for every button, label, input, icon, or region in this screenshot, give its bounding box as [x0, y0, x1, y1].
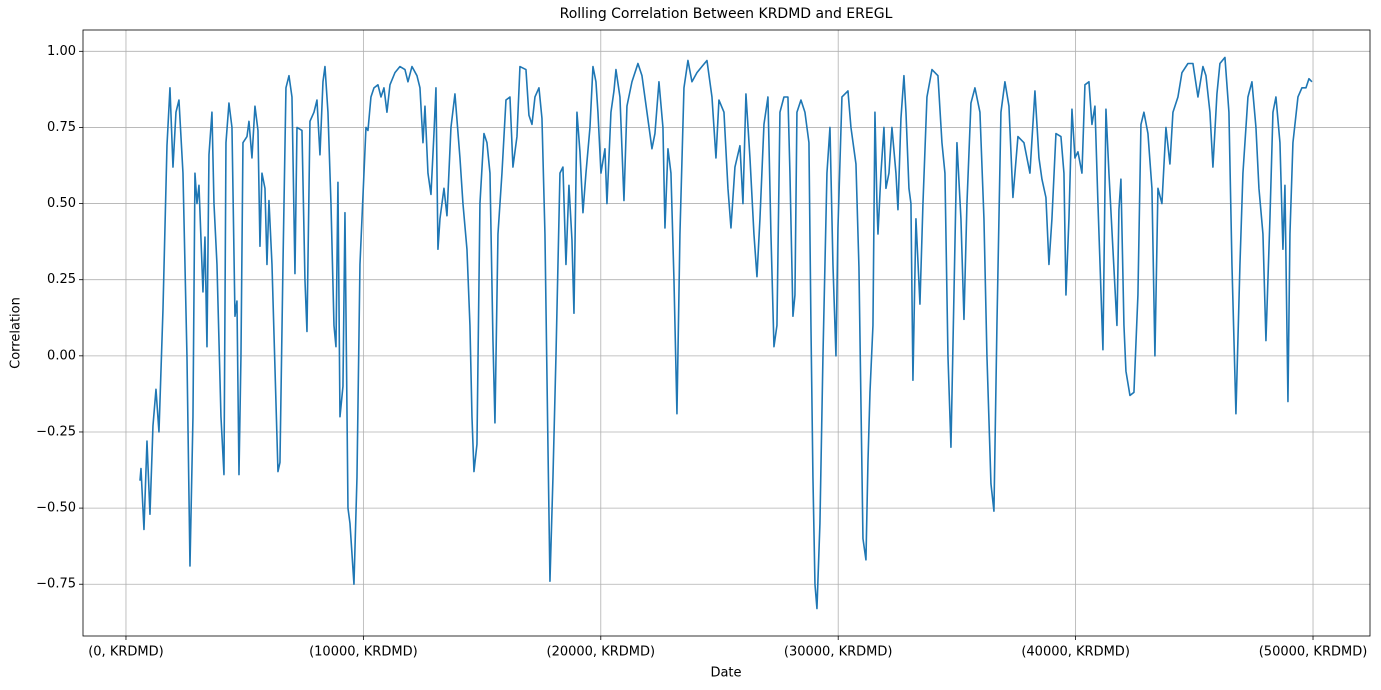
y-tick-label: 0.50	[47, 196, 76, 211]
x-tick-label: (30000, KRDMD)	[784, 645, 893, 660]
y-axis-label: Correlation	[9, 297, 24, 369]
y-tick-label: 0.25	[47, 272, 76, 287]
y-tick-label: −0.25	[36, 424, 76, 439]
x-tick-label: (20000, KRDMD)	[547, 645, 656, 660]
x-axis-label: Date	[710, 666, 741, 681]
chart-title: Rolling Correlation Between KRDMD and ER…	[560, 6, 893, 22]
x-tick-label: (40000, KRDMD)	[1021, 645, 1130, 660]
y-tick-label: 0.00	[47, 348, 76, 363]
y-tick-label: 0.75	[47, 120, 76, 135]
x-tick-label: (10000, KRDMD)	[309, 645, 418, 660]
y-tick-label: 1.00	[47, 44, 76, 59]
x-tick-label: (50000, KRDMD)	[1259, 645, 1368, 660]
plot-frame	[82, 29, 1371, 637]
y-tick-label: −0.50	[36, 501, 76, 516]
x-tick-label: (0, KRDMD)	[88, 645, 163, 660]
y-tick-label: −0.75	[36, 577, 76, 592]
data-line	[139, 56, 1313, 610]
